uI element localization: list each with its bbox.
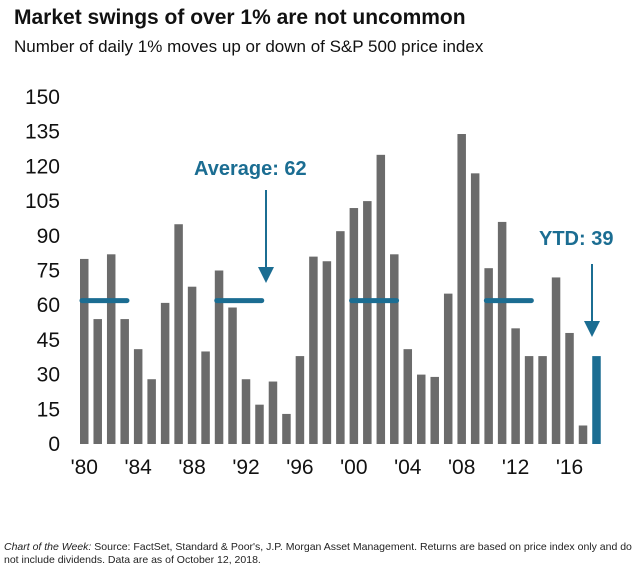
chart-subtitle: Number of daily 1% moves up or down of S… [14, 37, 484, 56]
x-axis: '80 '84 '88 '92 '96 '00 '04 '08 '12 '16 [71, 456, 584, 479]
bar [551, 277, 561, 444]
footnote: Chart of the Week: Source: FactSet, Stan… [4, 541, 634, 567]
y-tick-label: 105 [25, 190, 60, 213]
x-tick-label: '96 [286, 456, 313, 479]
y-tick-label: 90 [37, 225, 60, 248]
chart-title: Market swings of over 1% are not uncommo… [14, 6, 466, 29]
x-tick-label: '04 [394, 456, 422, 479]
bar [93, 319, 102, 444]
y-tick-label: 75 [37, 260, 60, 283]
bar [187, 286, 197, 444]
bar [349, 208, 359, 444]
bar [255, 404, 264, 444]
bar [390, 254, 399, 444]
footnote-lead: Chart of the Week: [4, 541, 92, 553]
bar [147, 379, 156, 444]
y-tick-label: 45 [37, 329, 60, 352]
x-tick-label: '80 [71, 456, 98, 479]
bar [538, 356, 547, 444]
y-tick-label: 135 [25, 121, 60, 144]
x-tick-label: '92 [232, 456, 259, 479]
bar [106, 254, 116, 444]
bar [578, 425, 588, 444]
bar [80, 258, 89, 444]
y-tick-label: 150 [25, 86, 60, 109]
y-tick-label: 30 [37, 364, 60, 387]
average-arrow [258, 190, 274, 283]
bar [524, 356, 534, 444]
bar [268, 381, 278, 444]
annotation-arrows [258, 190, 600, 337]
bar [309, 256, 318, 444]
bar [565, 332, 574, 444]
bar [443, 293, 453, 444]
x-tick-label: '84 [124, 456, 152, 479]
bar [430, 376, 439, 444]
bar [160, 302, 170, 444]
bar [484, 268, 493, 444]
x-tick-label: '08 [448, 456, 475, 479]
x-tick-label: '12 [502, 456, 529, 479]
y-tick-label: 15 [37, 398, 60, 421]
bar [241, 379, 251, 444]
bars [80, 134, 601, 445]
bar [363, 201, 372, 444]
bar [133, 349, 143, 444]
bar [403, 349, 413, 444]
average-annotation: Average: 62 [194, 158, 307, 180]
bar [457, 134, 466, 444]
bar [336, 231, 345, 444]
bar-ytd [592, 356, 601, 444]
y-tick-label: 120 [25, 155, 60, 178]
bar [201, 351, 210, 444]
ytd-annotation: YTD: 39 [539, 228, 613, 250]
bar [120, 319, 129, 444]
bar [214, 270, 224, 444]
y-tick-label: 0 [48, 433, 60, 456]
footnote-text: Source: FactSet, Standard & Poor's, J.P.… [4, 541, 632, 566]
y-tick-label: 60 [37, 294, 60, 317]
bar [497, 221, 507, 444]
x-tick-label: '88 [178, 456, 205, 479]
ytd-arrow [584, 264, 600, 337]
bar [174, 224, 183, 444]
bar [511, 328, 520, 444]
bar [282, 413, 291, 444]
bar [470, 173, 480, 444]
bar [295, 356, 305, 444]
bar [322, 261, 332, 444]
x-tick-label: '00 [340, 456, 367, 479]
bar [228, 307, 237, 444]
bar [417, 374, 426, 444]
x-tick-label: '16 [556, 456, 583, 479]
